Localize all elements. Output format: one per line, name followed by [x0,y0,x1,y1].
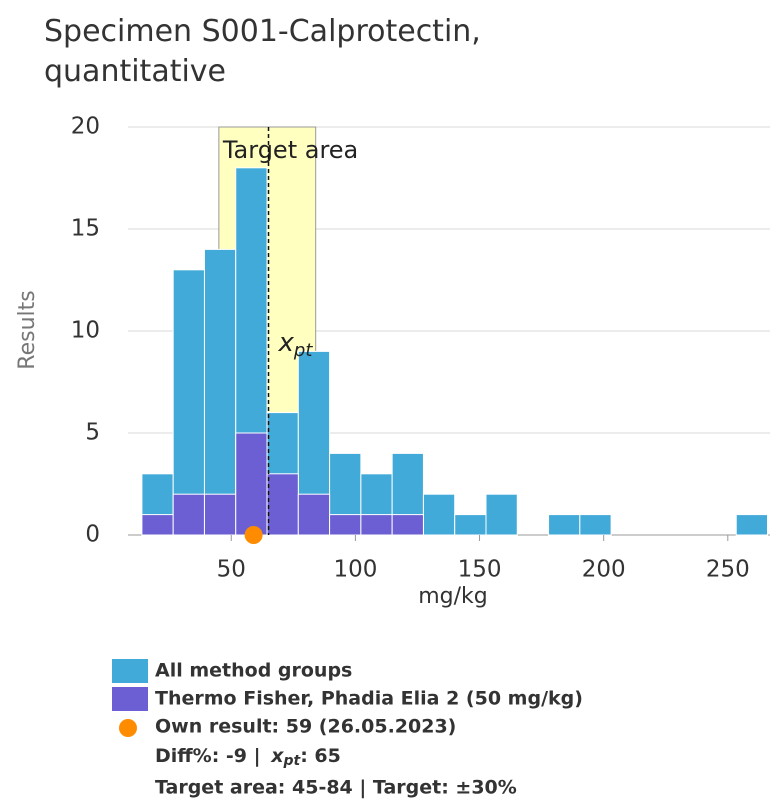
chart-title: Specimen S001-Calprotectin, quantitative [44,14,481,89]
bar [329,514,362,536]
legend-note: Diff%: -9 | xpt: 65 [155,745,341,770]
bar [203,248,237,536]
y-tick-label: 15 [71,216,100,242]
y-tick-label: 20 [71,114,100,140]
legend-swatch [112,659,148,683]
note-part: pt [282,753,301,769]
note-part: : 65 [300,745,341,767]
bar [297,493,331,536]
bar [422,493,456,536]
x-tick-label: 250 [706,557,750,583]
own-result [244,526,263,544]
bar [360,514,393,536]
legend-marker [119,719,137,737]
xpt-label: xpt [278,328,314,362]
xpt-symbol: x [278,328,295,358]
legend-label: All method groups [155,660,352,682]
bar [454,514,487,536]
y-tick-label: 0 [85,522,100,548]
x-tick-label: 150 [458,557,502,583]
note-part: Diff%: -9 | [155,745,267,767]
bar [579,514,612,536]
bar [485,493,518,536]
x-axis-label: mg/kg [418,584,488,609]
y-axis-label: Results [15,290,40,369]
bar [735,514,769,536]
xpt-subscript: pt [293,340,313,361]
legend-label: Own result: 59 (26.05.2023) [155,716,456,738]
legend-label: Thermo Fisher, Phadia Elia 2 (50 mg/kg) [155,688,583,710]
y-tick-label: 10 [71,318,100,344]
target-area-label: Target area [222,136,358,164]
bar [391,514,424,536]
legend-swatch [112,687,148,711]
bar [141,514,174,536]
bar [548,514,581,536]
bar [172,493,205,536]
bar [235,432,268,536]
legend-note: Target area: 45-84 | Target: ±30% [155,777,517,799]
bar [203,493,237,536]
y-tick-label: 5 [85,420,100,446]
x-tick-label: 50 [217,557,246,583]
note-part: x [270,745,284,767]
x-tick-label: 100 [333,557,377,583]
bar [266,473,299,536]
x-tick-label: 200 [582,557,626,583]
